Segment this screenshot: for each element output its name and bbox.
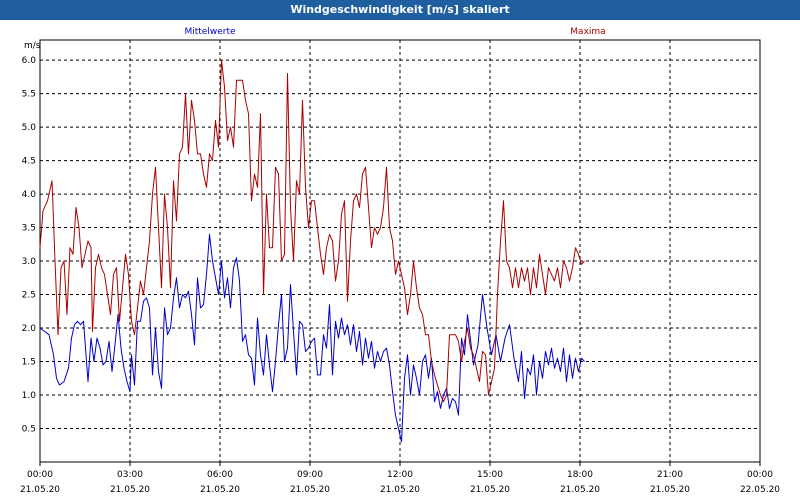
x-tick-time: 09:00	[297, 470, 323, 480]
y-tick-label: 0.5	[22, 425, 36, 435]
y-tick-label: 3.5	[22, 224, 36, 234]
x-tick-time: 03:00	[117, 470, 143, 480]
x-tick-time: 15:00	[477, 470, 503, 480]
x-tick-date: 21.05.20	[20, 485, 60, 495]
y-tick-label: 4.0	[22, 190, 37, 200]
y-tick-label: 5.5	[22, 90, 36, 100]
x-tick-date: 21.05.20	[380, 485, 420, 495]
x-tick-time: 18:00	[567, 470, 593, 480]
x-tick-time: 21:00	[657, 470, 683, 480]
x-tick-date: 21.05.20	[290, 485, 330, 495]
window-title: Windgeschwindigkeit [m/s] skaliert	[0, 0, 800, 20]
y-tick-label: 2.0	[22, 324, 37, 334]
x-tick-date: 21.05.20	[200, 485, 240, 495]
legend-maxima: Maxima	[570, 27, 605, 37]
wind-speed-chart: 0.5 1.0 1.5 2.0 2.5 3.0 3.5 4.0 4.5 5.0 5.5 6.0 00:…	[20, 27, 780, 495]
y-tick-label: 1.5	[22, 358, 36, 368]
x-tick-time: 12:00	[387, 470, 413, 480]
x-tick-date: 22.05.20	[740, 485, 780, 495]
y-tick-label: 6.0	[22, 56, 37, 66]
x-tick-date: 21.05.20	[560, 485, 600, 495]
x-tick-date: 21.05.20	[470, 485, 510, 495]
y-tick-label: 5.0	[22, 123, 37, 133]
x-tick-time: 00:00	[27, 470, 53, 480]
series-line-maxima	[39, 59, 585, 403]
grid-lines	[40, 40, 760, 462]
x-axis-ticks: 00:00 21.05.20 03:00 21.05.20 06:00 21.05.20 0…	[20, 462, 780, 495]
series-lines	[39, 59, 585, 443]
x-tick-date: 21.05.20	[650, 485, 690, 495]
legend-mittelwerte: Mittelwerte	[184, 27, 235, 37]
y-axis-unit: m/s	[24, 41, 41, 51]
y-tick-label: 2.5	[22, 291, 36, 301]
y-tick-label: 3.0	[22, 257, 37, 267]
series-line-mittelwerte	[39, 233, 585, 443]
y-tick-label: 4.5	[22, 157, 36, 167]
x-tick-date: 21.05.20	[110, 485, 150, 495]
x-tick-time: 06:00	[207, 470, 233, 480]
y-tick-label: 1.0	[22, 391, 37, 401]
x-tick-time: 00:00	[747, 470, 773, 480]
y-axis-ticks: 0.5 1.0 1.5 2.0 2.5 3.0 3.5 4.0 4.5 5.0 5.5 6.0	[22, 56, 37, 434]
